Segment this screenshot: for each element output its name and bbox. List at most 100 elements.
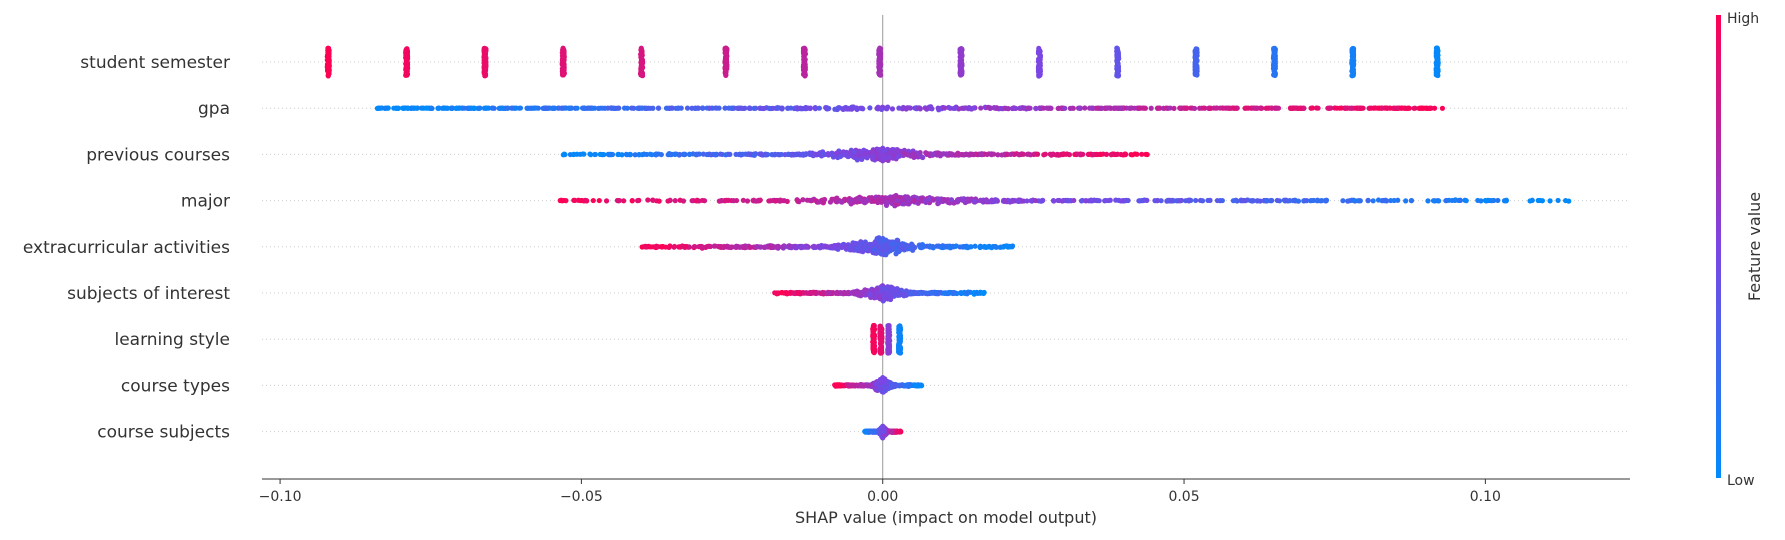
shap-point xyxy=(890,241,895,246)
shap-point xyxy=(779,290,784,295)
shap-point xyxy=(462,106,467,111)
shap-point xyxy=(1483,198,1488,203)
shap-point xyxy=(870,150,875,155)
shap-point xyxy=(763,244,768,249)
shap-point xyxy=(1273,64,1278,69)
shap-point xyxy=(1243,198,1248,203)
shap-point xyxy=(1018,152,1023,157)
shap-point xyxy=(683,244,688,249)
shap-point xyxy=(852,149,857,154)
shap-point xyxy=(875,197,880,202)
shap-point xyxy=(1018,106,1023,111)
shap-point xyxy=(1255,198,1260,203)
shap-point xyxy=(787,290,792,295)
shap-point xyxy=(442,106,447,111)
shap-point xyxy=(721,244,726,249)
shap-point xyxy=(1392,198,1397,203)
shap-point xyxy=(646,106,651,111)
shap-point xyxy=(1071,198,1076,203)
shap-point xyxy=(1345,199,1350,204)
shap-point xyxy=(849,107,854,112)
shap-point xyxy=(562,152,567,157)
shap-point xyxy=(1095,106,1100,111)
shap-point xyxy=(1248,198,1253,203)
shap-point xyxy=(942,105,947,110)
shap-point xyxy=(694,198,699,203)
shap-point xyxy=(597,198,602,203)
shap-point xyxy=(828,199,833,204)
shap-point xyxy=(630,198,635,203)
shap-point xyxy=(895,238,900,243)
shap-point xyxy=(906,198,911,203)
shap-point xyxy=(638,70,643,75)
shap-point xyxy=(1491,198,1496,203)
shap-point xyxy=(1102,198,1107,203)
shap-point xyxy=(1109,152,1114,157)
shap-point xyxy=(863,200,868,205)
shap-point xyxy=(877,147,882,152)
shap-point xyxy=(1104,106,1109,111)
shap-point xyxy=(1371,198,1376,203)
shap-point xyxy=(785,199,790,204)
shap-point xyxy=(1061,152,1066,157)
shap-point xyxy=(913,290,918,295)
shap-point xyxy=(768,198,773,203)
shap-point xyxy=(1458,198,1463,203)
shap-point xyxy=(629,106,634,111)
shap-point xyxy=(1435,62,1440,67)
shap-point xyxy=(857,149,862,154)
shap-point xyxy=(755,198,760,203)
shap-point xyxy=(876,294,881,299)
shap-point xyxy=(878,72,883,77)
shap-point xyxy=(1108,198,1113,203)
shap-point xyxy=(653,152,658,157)
shap-point xyxy=(497,106,502,111)
shap-point xyxy=(672,244,677,249)
shap-point xyxy=(768,244,773,249)
shap-point xyxy=(882,286,887,291)
shap-point xyxy=(879,245,884,250)
shap-point xyxy=(483,61,488,66)
shap-point xyxy=(785,152,790,157)
shap-point xyxy=(808,106,813,111)
shap-point xyxy=(741,245,746,250)
shap-point xyxy=(1086,152,1091,157)
shap-point xyxy=(901,201,906,206)
shap-point xyxy=(1200,198,1205,203)
shap-point xyxy=(696,152,701,157)
shap-point xyxy=(1178,198,1183,203)
shap-point xyxy=(897,338,902,343)
shap-point xyxy=(640,152,645,157)
shap-point xyxy=(776,152,781,157)
shap-point xyxy=(403,61,408,66)
shap-point xyxy=(817,106,822,111)
shap-point xyxy=(609,105,614,110)
shap-point xyxy=(639,106,644,111)
shap-point xyxy=(405,52,410,57)
shap-point xyxy=(681,198,686,203)
shap-point xyxy=(1402,106,1407,111)
shap-point xyxy=(747,106,752,111)
shap-point xyxy=(885,247,890,252)
shap-point xyxy=(871,347,876,352)
shap-point xyxy=(1287,198,1292,203)
shap-point xyxy=(575,106,580,111)
shap-point xyxy=(660,244,665,249)
shap-point xyxy=(1044,105,1049,110)
shap-point xyxy=(1298,106,1303,111)
shap-point xyxy=(927,243,932,248)
shap-point xyxy=(453,106,458,111)
shap-point xyxy=(624,152,629,157)
shap-point xyxy=(578,152,583,157)
shap-point xyxy=(992,105,997,110)
shap-point xyxy=(896,154,901,159)
shap-point xyxy=(924,106,929,111)
shap-point xyxy=(816,199,821,204)
shap-point xyxy=(879,107,884,112)
shap-point xyxy=(701,152,706,157)
data-points xyxy=(325,45,1572,440)
shap-point xyxy=(483,71,488,76)
shap-point xyxy=(1008,152,1013,157)
shap-point xyxy=(825,290,830,295)
shap-point xyxy=(643,244,648,249)
